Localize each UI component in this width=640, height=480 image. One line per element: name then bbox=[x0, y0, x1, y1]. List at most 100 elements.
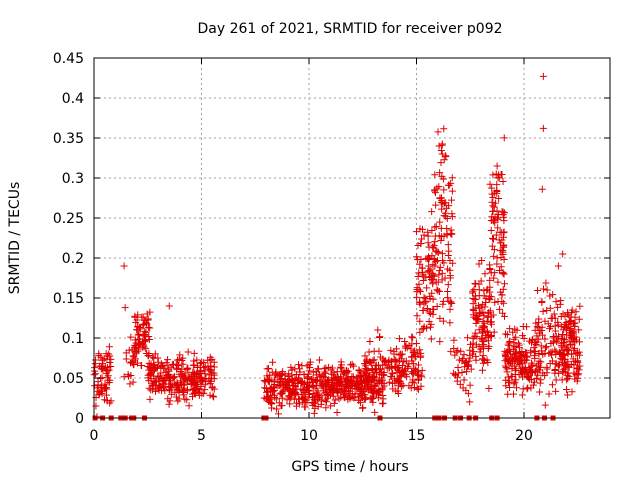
data-point bbox=[416, 317, 424, 325]
data-point bbox=[504, 341, 512, 349]
data-point bbox=[493, 162, 501, 170]
data-point bbox=[479, 317, 487, 325]
data-point bbox=[429, 310, 437, 318]
data-point bbox=[489, 193, 497, 201]
data-point bbox=[288, 375, 296, 383]
data-point bbox=[444, 181, 452, 189]
data-point bbox=[315, 371, 323, 379]
data-point bbox=[523, 368, 531, 376]
data-point bbox=[438, 205, 446, 213]
data-point bbox=[563, 386, 571, 394]
data-point bbox=[510, 351, 518, 359]
data-point bbox=[490, 274, 498, 282]
data-point bbox=[344, 396, 352, 404]
data-point bbox=[143, 350, 151, 358]
data-point bbox=[95, 391, 103, 399]
data-point bbox=[475, 326, 483, 334]
data-point bbox=[511, 356, 519, 364]
data-point bbox=[179, 354, 187, 362]
data-point bbox=[563, 371, 571, 379]
data-point bbox=[200, 364, 208, 372]
data-point bbox=[574, 370, 582, 378]
data-point bbox=[394, 389, 402, 397]
data-point bbox=[493, 187, 501, 195]
data-point bbox=[520, 335, 528, 343]
data-point bbox=[575, 315, 583, 323]
data-point bbox=[543, 365, 551, 373]
data-point bbox=[571, 313, 579, 321]
data-point bbox=[498, 297, 506, 305]
data-point bbox=[204, 356, 212, 364]
data-point bbox=[506, 357, 514, 365]
data-point bbox=[448, 213, 456, 221]
data-point bbox=[104, 367, 112, 375]
data-point bbox=[190, 357, 198, 365]
data-point bbox=[499, 268, 507, 276]
data-point bbox=[568, 388, 576, 396]
data-point bbox=[428, 208, 436, 216]
data-point bbox=[494, 215, 502, 223]
data-point bbox=[483, 286, 491, 294]
data-point bbox=[560, 335, 568, 343]
data-point bbox=[361, 379, 369, 387]
data-point bbox=[134, 359, 142, 367]
data-point bbox=[478, 366, 486, 374]
data-point bbox=[518, 351, 526, 359]
data-point bbox=[139, 313, 147, 321]
data-point bbox=[143, 320, 151, 328]
data-point bbox=[481, 332, 489, 340]
data-point bbox=[407, 384, 415, 392]
data-point bbox=[132, 349, 140, 357]
data-point bbox=[286, 388, 294, 396]
data-point bbox=[140, 330, 148, 338]
data-point bbox=[285, 392, 293, 400]
data-point bbox=[268, 368, 276, 376]
data-point bbox=[551, 346, 559, 354]
data-point bbox=[469, 295, 477, 303]
data-point bbox=[502, 382, 510, 390]
data-point bbox=[120, 373, 128, 381]
data-point bbox=[480, 323, 488, 331]
data-point bbox=[464, 390, 472, 398]
data-point bbox=[310, 409, 318, 417]
data-point bbox=[428, 227, 436, 235]
data-point bbox=[560, 351, 568, 359]
data-point bbox=[436, 169, 444, 177]
data-point bbox=[393, 377, 401, 385]
data-point bbox=[476, 348, 484, 356]
data-point bbox=[194, 385, 202, 393]
data-point bbox=[432, 223, 440, 231]
data-point bbox=[155, 381, 163, 389]
y-tick-label: 0.2 bbox=[62, 251, 84, 267]
data-point bbox=[432, 201, 440, 209]
data-point bbox=[419, 277, 427, 285]
data-point bbox=[448, 230, 456, 238]
data-point bbox=[447, 230, 455, 238]
data-point bbox=[172, 393, 180, 401]
data-point bbox=[409, 334, 417, 342]
data-point bbox=[565, 346, 573, 354]
data-point bbox=[336, 363, 344, 371]
data-point bbox=[134, 311, 142, 319]
data-point bbox=[493, 254, 501, 262]
data-point bbox=[434, 278, 442, 286]
data-point bbox=[395, 351, 403, 359]
data-point bbox=[400, 358, 408, 366]
data-point bbox=[447, 196, 455, 204]
data-point bbox=[320, 387, 328, 395]
data-point bbox=[274, 410, 282, 418]
data-point bbox=[103, 391, 111, 399]
data-point bbox=[284, 373, 292, 381]
data-point bbox=[551, 366, 559, 374]
data-point bbox=[193, 377, 201, 385]
data-point bbox=[98, 390, 106, 398]
data-point bbox=[451, 351, 459, 359]
data-point bbox=[466, 398, 474, 406]
data-point bbox=[391, 362, 399, 370]
data-point bbox=[309, 383, 317, 391]
data-point bbox=[546, 325, 554, 333]
data-point bbox=[471, 329, 479, 337]
y-tick-labels: 0 0.05 0.1 0.15 0.2 0.25 0.3 0.35 0.4 0.45 bbox=[53, 51, 84, 427]
data-point bbox=[463, 368, 471, 376]
